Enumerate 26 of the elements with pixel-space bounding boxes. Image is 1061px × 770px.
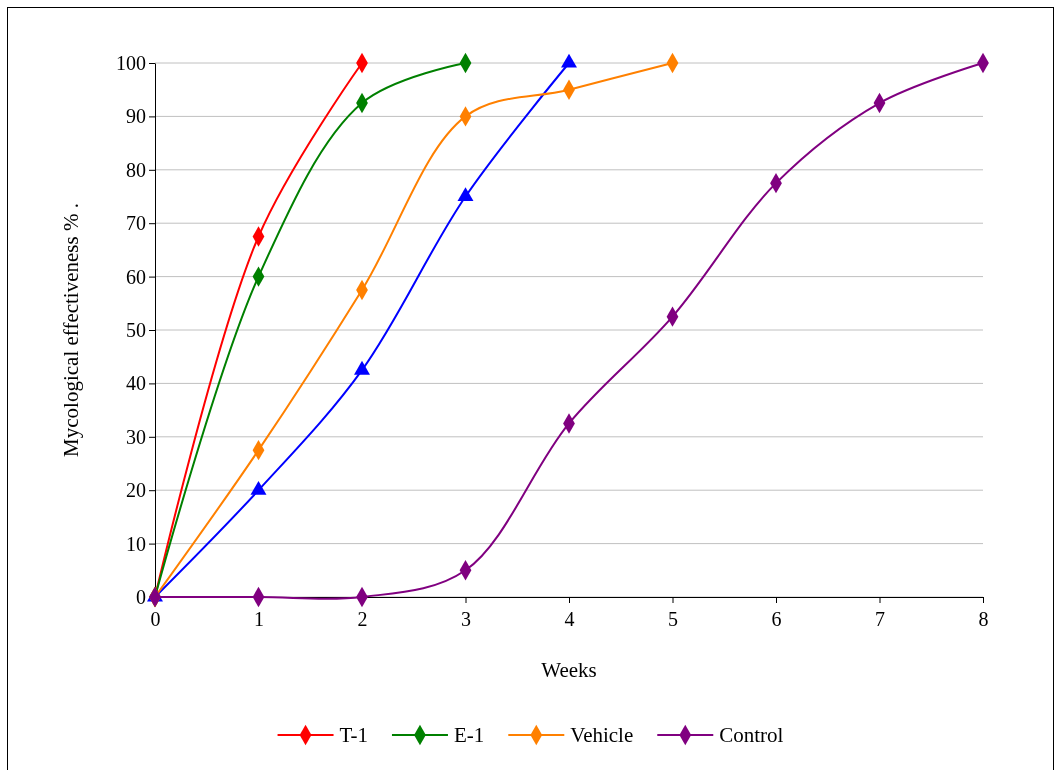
x-tick-label: 8 — [978, 608, 989, 630]
y-tick-label: 60 — [126, 265, 146, 288]
x-tick-label: 4 — [564, 608, 575, 630]
y-tick-label: 10 — [126, 532, 146, 555]
x-tick-label: 2 — [357, 608, 368, 630]
y-tick-label: 100 — [116, 51, 146, 74]
y-tick-label: 50 — [126, 318, 146, 341]
legend-label: Vehicle — [570, 723, 634, 748]
y-tick-label: 20 — [126, 479, 146, 502]
x-tick-label: 6 — [771, 608, 782, 630]
y-tick-label: 90 — [126, 105, 146, 128]
x-tick-label: 3 — [461, 608, 471, 630]
y-tick-label: 0 — [136, 585, 146, 608]
y-tick-label: 40 — [126, 372, 146, 395]
x-tick-label: 7 — [875, 608, 885, 630]
y-axis-title: Mycological effectiveness % . — [59, 203, 83, 457]
legend-label: T-1 — [339, 723, 368, 748]
x-tick-label: 5 — [668, 608, 678, 630]
legend-label: E-1 — [453, 723, 485, 748]
x-tick-label: 0 — [150, 608, 161, 630]
y-tick-label: 70 — [126, 212, 146, 235]
y-tick-label: 80 — [126, 158, 146, 181]
legend-label: Control — [719, 723, 784, 748]
x-tick-label: 1 — [254, 608, 264, 630]
x-axis-title: Weeks — [541, 658, 597, 682]
y-tick-label: 30 — [126, 425, 146, 448]
